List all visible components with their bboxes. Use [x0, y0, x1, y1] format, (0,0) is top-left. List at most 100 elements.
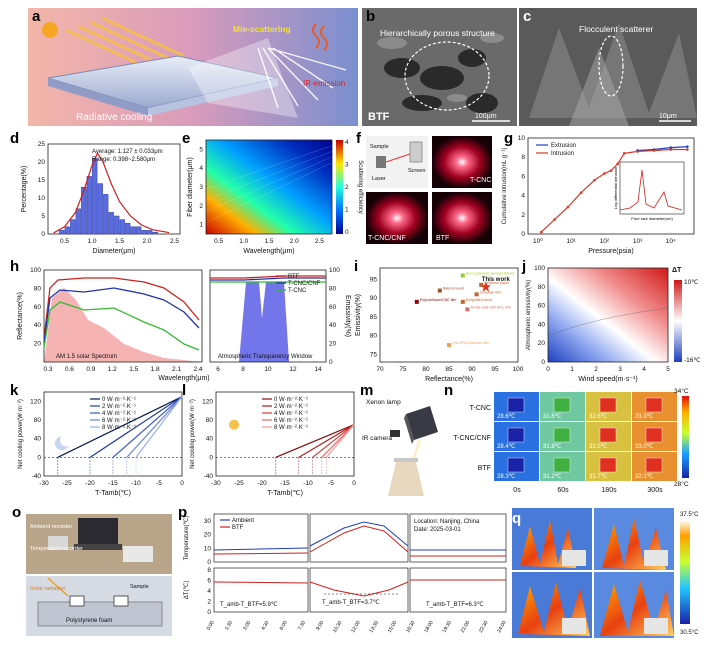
x-tick-label: 3:00 — [242, 620, 252, 632]
svg-text:Sample: Sample — [370, 144, 389, 150]
legend-label: 6 W·m⁻²·K⁻¹ — [102, 418, 136, 424]
x-tick-label: 1.0 — [87, 238, 96, 245]
y2-tick-label: 40 — [329, 322, 337, 329]
colorbar-tick: 1 — [345, 207, 349, 214]
y-tick-label: 10 — [38, 195, 46, 202]
sample-square — [507, 457, 525, 473]
histogram-bar — [152, 231, 158, 235]
cell-temp: 32.5℃ — [589, 444, 608, 450]
svg-text:Solar radiation: Solar radiation — [30, 586, 65, 592]
legend-label: Intrusion — [551, 151, 574, 157]
histogram-bar — [70, 219, 76, 235]
sem-image-b: Hierarchically porous structure BTF 100μ… — [362, 8, 517, 126]
xenon-lamp-label: Xenon lamp — [366, 399, 401, 406]
scatter-point — [474, 292, 479, 297]
panel-e: 0.5 1.0 1.5 2.0 2.5 1 2 3 4 5 Wavelength(μm) Fiber … — [182, 130, 364, 258]
scattering-photos: Sample Screen Laser T-CNC T-CNC/CNF BTF — [366, 136, 492, 244]
y-tick-label: 8 — [521, 154, 525, 161]
legend-label: 4 W·m⁻²·K⁻¹ — [102, 411, 136, 417]
mie-label: Mie-scattering — [233, 24, 291, 34]
x-tick-label: 1.2 — [108, 366, 117, 373]
x-axis-label: Wavelength(μm) — [243, 248, 294, 255]
x-axis-label: T-Tamb(℃) — [95, 490, 131, 497]
panel-letter-q: q — [512, 510, 522, 527]
histogram-bar — [103, 194, 109, 235]
svg-text:Ambient recorder: Ambient recorder — [30, 524, 72, 530]
scatter-point — [447, 343, 451, 348]
legend-label: 0 W·m⁻²·K⁻¹ — [274, 397, 308, 403]
plot-frame-top — [409, 513, 507, 563]
x-tick-label: 8 — [241, 366, 245, 373]
histogram-bar — [59, 230, 65, 235]
x-tick-label: 12 — [289, 366, 297, 373]
series-line — [135, 396, 183, 458]
y-tick-label: 40 — [538, 321, 546, 328]
y-tick-label: 20 — [38, 159, 46, 166]
col-label: 180s — [601, 487, 617, 494]
panel-letter-j: j — [522, 258, 527, 275]
y-tick-label-bottom: 6 — [207, 578, 211, 585]
svg-text:Polystyrene foam: Polystyrene foam — [66, 618, 112, 624]
x-tick-label: 1.8 — [151, 366, 160, 373]
cell-temp: 31.7℃ — [589, 474, 608, 480]
y-tick-label-top: 0 — [207, 559, 211, 566]
y-tick-label: 80 — [538, 284, 546, 291]
y-axis-label: Atmospheric emissivity(%) — [526, 280, 532, 350]
row-label: T-CNC/CNF — [453, 435, 491, 442]
y-axis-label-bottom: ΔT(℃) — [184, 581, 190, 599]
panel-m: Xenon lamp IR camera m — [360, 382, 446, 502]
series-line — [325, 424, 355, 458]
sample-square — [553, 397, 571, 413]
y-axis-label: Fiber diameter(μm) — [187, 157, 194, 217]
sample-square — [645, 457, 663, 473]
location-text: Location: Nanjing, China — [414, 519, 480, 525]
panel-d: 0.5 1.0 1.5 2.0 2.5 0 5 10 15 20 25 Diameter(μm) Per… — [10, 130, 188, 258]
data-point — [669, 148, 673, 151]
cell-temp: 31.8℃ — [543, 444, 562, 450]
panel-a: Mie-scattering IR-emission Radiative coo… — [28, 8, 358, 126]
y-axis-label-top: Temperature(℃) — [184, 516, 190, 560]
row-label: BTF — [478, 465, 491, 472]
y-tick-label: 5 — [199, 146, 203, 153]
x-axis-label: T-Tamb(℃) — [267, 490, 303, 497]
y-axis-label: Percentage(%) — [21, 166, 28, 213]
sun-icon — [229, 419, 239, 430]
cell-temp: 31.2℃ — [543, 474, 562, 480]
y-tick-label: 60 — [538, 303, 546, 310]
series-line — [637, 146, 688, 152]
x-axis-label: Diameter(μm) — [93, 248, 136, 255]
n-colorbar — [682, 396, 689, 478]
plot-frame-top — [213, 513, 309, 563]
x-axis-label: Pressure(psia) — [588, 248, 634, 255]
camera-icon — [390, 430, 400, 437]
contour-line — [205, 145, 333, 190]
x-tick-label: 18:00 — [423, 620, 435, 634]
this-work-star — [480, 281, 491, 292]
x-tick-label: 12:00 — [350, 620, 362, 634]
cell-temp: 33.3℃ — [635, 414, 654, 420]
panel-letter-n: n — [444, 382, 454, 399]
scatter-point — [460, 299, 465, 304]
cell-temp: 32.1℃ — [635, 474, 654, 480]
x-tick-label: 2.5 — [170, 238, 179, 245]
structure-label: Hierarchically porous structure — [380, 28, 495, 38]
histogram-bar — [125, 222, 131, 235]
plot-frame-top — [309, 513, 409, 563]
x-tick-label: 5 — [666, 366, 670, 373]
x-tick-label: -20 — [257, 480, 267, 487]
x-tick-label: -15 — [280, 480, 290, 487]
y-tick-label: 80 — [34, 417, 42, 424]
legend-label: 4 W·m⁻²·K⁻¹ — [274, 411, 308, 417]
x-tick-label: 6:00 — [279, 620, 289, 632]
colorbar-title: ΔT — [672, 267, 682, 274]
y-tick-label: 0 — [541, 359, 545, 366]
y-tick-label: 15 — [38, 177, 46, 184]
x-tick-label: -25 — [62, 480, 72, 487]
series-line — [89, 396, 183, 458]
x-tick-label: 10¹ — [566, 238, 576, 245]
panel-letter-p: p — [178, 504, 188, 521]
fit-curve — [53, 151, 170, 234]
date-text: Date: 2025-03-01 — [414, 527, 461, 533]
data-point — [579, 191, 583, 195]
svg-text:37.5°C: 37.5°C — [680, 512, 699, 518]
